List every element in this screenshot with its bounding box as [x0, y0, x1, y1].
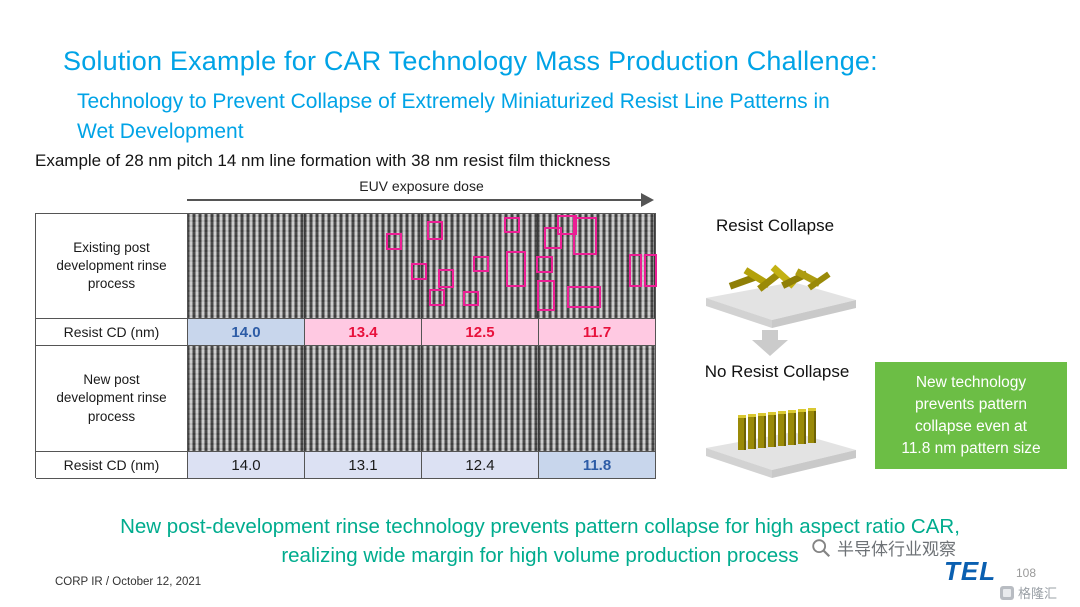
existing-sem-strip: [188, 214, 657, 319]
gelonghui-watermark: 格隆汇: [1000, 583, 1057, 602]
page-number: 108: [1016, 566, 1037, 580]
no-resist-collapse-label: No Resist Collapse: [704, 362, 850, 381]
euv-dose-label: EUV exposure dose: [359, 178, 484, 194]
watermark-text: 半导体行业观察: [837, 540, 956, 559]
defect-marker: [427, 221, 443, 240]
row-label-resist-cd-new: Resist CD (nm): [36, 452, 188, 479]
defect-marker: [644, 254, 657, 287]
defect-marker: [429, 289, 445, 306]
sem-image-new-dose2: [305, 346, 422, 451]
tel-logo: TEL: [944, 556, 997, 586]
defect-marker: [573, 217, 597, 255]
slide-title: Solution Example for CAR Technology Mass…: [63, 46, 878, 76]
magnifier-icon: [812, 538, 831, 557]
watermark: 半导体行业观察: [810, 535, 956, 560]
resist-collapse-label: Resist Collapse: [715, 216, 835, 235]
row-label-new-process: New post development rinse process: [36, 346, 188, 452]
cd-value-existing-2: 13.4: [305, 319, 422, 346]
conclusion-text: New post-development rinse technology pr…: [120, 515, 960, 568]
cd-value-new-2: 13.1: [305, 452, 422, 479]
new-sem-strip: [188, 346, 656, 452]
defect-marker: [473, 256, 489, 272]
gelonghui-logo-icon: [1000, 585, 1014, 600]
cd-value-new-1: 14.0: [188, 452, 305, 479]
new-technology-callout: New technology prevents pattern collapse…: [875, 362, 1067, 469]
cd-value-existing-3: 12.5: [422, 319, 539, 346]
sem-image-existing-dose2: [304, 214, 422, 318]
slide-subtitle: Technology to Prevent Collapse of Extrem…: [77, 90, 830, 144]
defect-marker: [536, 256, 553, 273]
defect-marker: [386, 233, 402, 250]
cd-value-new-4: 11.8: [539, 452, 656, 479]
defect-marker: [567, 286, 601, 308]
resist-collapse-illustration: [706, 264, 856, 328]
gelonghui-text: 格隆汇: [1018, 586, 1058, 601]
down-arrow-icon: [752, 330, 788, 356]
cd-value-new-3: 12.4: [422, 452, 539, 479]
no-resist-collapse-illustration: [706, 408, 856, 478]
defect-marker: [557, 215, 577, 235]
defect-marker: [504, 217, 520, 233]
defect-marker: [506, 251, 526, 287]
cd-value-existing-1: 14.0: [188, 319, 305, 346]
sem-image-new-dose1: [188, 346, 305, 451]
sem-image-new-dose3: [422, 346, 539, 451]
footer-date: CORP IR / October 12, 2021: [55, 576, 202, 588]
defect-marker: [438, 269, 454, 288]
right-arrow-icon: [641, 193, 654, 207]
defect-marker: [537, 280, 555, 311]
row-label-existing-process: Existing post development rinse process: [36, 214, 188, 319]
defect-marker: [463, 291, 479, 306]
defect-marker: [544, 227, 562, 249]
sem-image-existing-dose1: [188, 214, 305, 318]
example-caption: Example of 28 nm pitch 14 nm line format…: [35, 151, 611, 170]
results-table: Existing post development rinse process …: [35, 213, 657, 479]
sem-image-new-dose4: [539, 346, 655, 451]
defect-marker: [629, 254, 642, 287]
euv-dose-axis-line: [187, 199, 643, 201]
cd-value-existing-4: 11.7: [539, 319, 656, 346]
defect-marker: [411, 263, 427, 280]
row-label-resist-cd-existing: Resist CD (nm): [36, 319, 188, 346]
